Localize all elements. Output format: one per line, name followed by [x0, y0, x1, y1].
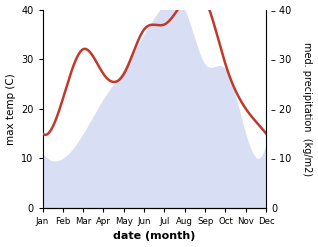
- Y-axis label: max temp (C): max temp (C): [5, 73, 16, 144]
- Y-axis label: med. precipitation  (kg/m2): med. precipitation (kg/m2): [302, 42, 313, 176]
- X-axis label: date (month): date (month): [113, 231, 196, 242]
